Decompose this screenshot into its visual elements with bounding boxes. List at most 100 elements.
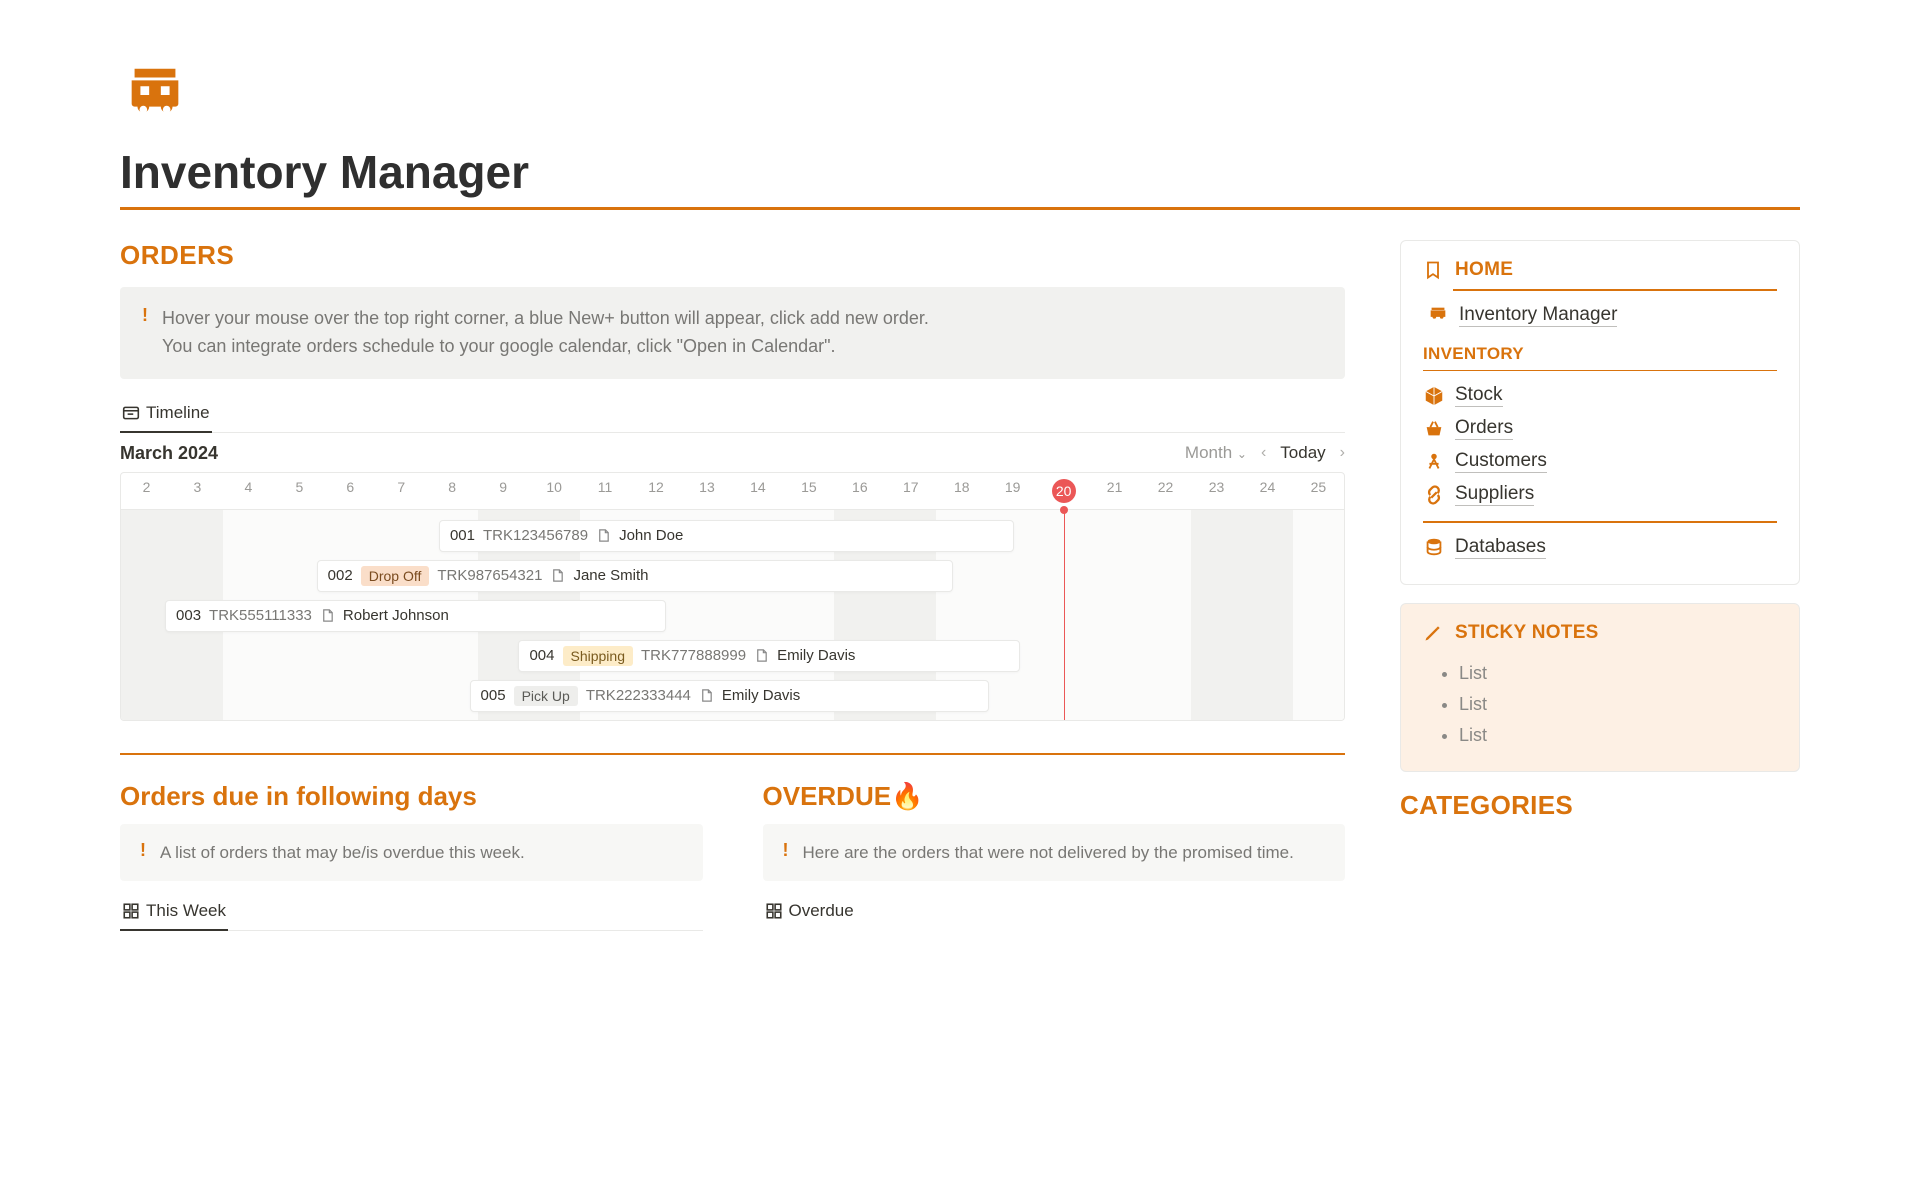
- nav-item-label: Customers: [1455, 450, 1547, 473]
- day-cell: 19: [987, 473, 1038, 509]
- panel-divider: [1423, 521, 1777, 523]
- order-tracking: TRK222333444: [586, 687, 691, 704]
- due-callout: ! A list of orders that may be/is overdu…: [120, 824, 703, 882]
- board-icon: [765, 902, 783, 920]
- nav-item-label: Suppliers: [1455, 483, 1534, 506]
- day-cell: 24: [1242, 473, 1293, 509]
- tab-timeline[interactable]: Timeline: [120, 397, 212, 433]
- pen-icon: [1423, 623, 1443, 643]
- timeline-order-bar[interactable]: 004ShippingTRK777888999Emily Davis: [518, 640, 1019, 672]
- day-cell: 22: [1140, 473, 1191, 509]
- orders-callout: ! Hover your mouse over the top right co…: [120, 287, 1345, 379]
- nav-item-label: Databases: [1455, 536, 1546, 559]
- order-status-tag: Drop Off: [361, 566, 430, 586]
- page-icon: [120, 60, 1800, 135]
- exclamation-icon: !: [140, 840, 146, 866]
- day-cell: 15: [783, 473, 834, 509]
- day-cell: 7: [376, 473, 427, 509]
- overdue-heading: OVERDUE🔥: [763, 781, 1346, 812]
- box-icon: [1423, 385, 1445, 407]
- callout-line-2: You can integrate orders schedule to you…: [162, 333, 929, 361]
- sticky-list-item[interactable]: List: [1459, 720, 1777, 751]
- document-icon: [320, 608, 335, 623]
- timeline-prev-button[interactable]: ‹: [1261, 444, 1266, 462]
- nav-databases[interactable]: Databases: [1423, 531, 1777, 564]
- tab-overdue-label: Overdue: [789, 901, 854, 921]
- document-icon: [754, 648, 769, 663]
- order-status-tag: Shipping: [563, 646, 634, 666]
- timeline-icon: [122, 404, 140, 422]
- orders-heading: ORDERS: [120, 240, 1345, 271]
- tab-timeline-label: Timeline: [146, 403, 210, 423]
- nav-item-label: Inventory Manager: [1459, 304, 1617, 327]
- nav-orders[interactable]: Orders: [1423, 412, 1777, 445]
- order-id: 001: [450, 527, 475, 544]
- due-view-tabs: This Week: [120, 895, 703, 931]
- panel-divider: [1453, 289, 1777, 291]
- day-cell: 16: [834, 473, 885, 509]
- nav-inventory-manager[interactable]: Inventory Manager: [1427, 299, 1777, 332]
- view-tabs: Timeline: [120, 397, 1345, 433]
- day-cell: 23: [1191, 473, 1242, 509]
- nav-item-label: Stock: [1455, 384, 1503, 407]
- day-cell: 12: [631, 473, 682, 509]
- timeline-scale-selector[interactable]: Month ⌄: [1185, 443, 1247, 463]
- tab-overdue[interactable]: Overdue: [763, 895, 856, 929]
- nav-customers[interactable]: Customers: [1423, 445, 1777, 478]
- timeline-today-button[interactable]: Today: [1280, 443, 1325, 463]
- day-cell: 2: [121, 473, 172, 509]
- order-customer: Emily Davis: [722, 687, 800, 704]
- day-cell: 11: [580, 473, 631, 509]
- due-callout-text: A list of orders that may be/is overdue …: [160, 840, 525, 866]
- sticky-heading: STICKY NOTES: [1455, 622, 1599, 644]
- database-icon: [1423, 536, 1445, 558]
- sticky-list: ListListList: [1423, 658, 1777, 751]
- day-cell: 21: [1089, 473, 1140, 509]
- panel-divider: [1423, 370, 1777, 372]
- timeline-order-bar[interactable]: 002Drop OffTRK987654321Jane Smith: [317, 560, 953, 592]
- timeline-month-label: March 2024: [120, 443, 218, 464]
- order-tracking: TRK777888999: [641, 647, 746, 664]
- day-cell: 18: [936, 473, 987, 509]
- order-tracking: TRK987654321: [437, 567, 542, 584]
- timeline-next-button[interactable]: ›: [1340, 444, 1345, 462]
- timeline-body: 001TRK123456789John Doe002Drop OffTRK987…: [121, 510, 1344, 720]
- timeline: 2345678910111213141516171819202122232425…: [120, 472, 1345, 721]
- exclamation-icon: !: [142, 305, 148, 361]
- tab-this-week[interactable]: This Week: [120, 895, 228, 931]
- day-cell: 13: [681, 473, 732, 509]
- home-heading: HOME: [1455, 259, 1513, 281]
- order-customer: Robert Johnson: [343, 607, 449, 624]
- order-customer: Emily Davis: [777, 647, 855, 664]
- order-customer: Jane Smith: [573, 567, 648, 584]
- person-icon: [1423, 451, 1445, 473]
- nav-suppliers[interactable]: Suppliers: [1423, 478, 1777, 511]
- weekend-shade: [1191, 510, 1293, 720]
- sticky-notes-panel: STICKY NOTES ListListList: [1400, 603, 1800, 772]
- overdue-callout-text: Here are the orders that were not delive…: [803, 840, 1294, 866]
- order-customer: John Doe: [619, 527, 683, 544]
- today-indicator-line: [1064, 510, 1066, 720]
- categories-heading: CATEGORIES: [1400, 790, 1800, 821]
- order-id: 005: [481, 687, 506, 704]
- exclamation-icon: !: [783, 840, 789, 866]
- sticky-list-item[interactable]: List: [1459, 658, 1777, 689]
- timeline-order-bar[interactable]: 003TRK555111333Robert Johnson: [165, 600, 666, 632]
- board-icon: [122, 902, 140, 920]
- nav-stock[interactable]: Stock: [1423, 379, 1777, 412]
- document-icon: [699, 688, 714, 703]
- order-tracking: TRK555111333: [209, 607, 312, 624]
- overdue-callout: ! Here are the orders that were not deli…: [763, 824, 1346, 882]
- due-heading: Orders due in following days: [120, 781, 703, 812]
- sticky-list-item[interactable]: List: [1459, 689, 1777, 720]
- day-cell: 25: [1293, 473, 1344, 509]
- timeline-order-bar[interactable]: 001 TRK123456789 John Doe: [439, 520, 1014, 552]
- timeline-order-bar[interactable]: 005Pick UpTRK222333444Emily Davis: [470, 680, 990, 712]
- tab-this-week-label: This Week: [146, 901, 226, 921]
- day-cell: 14: [732, 473, 783, 509]
- link-icon: [1423, 484, 1445, 506]
- day-cell: 8: [427, 473, 478, 509]
- bookmark-icon: [1423, 260, 1443, 280]
- order-tracking: TRK123456789: [483, 527, 588, 544]
- day-cell: 10: [529, 473, 580, 509]
